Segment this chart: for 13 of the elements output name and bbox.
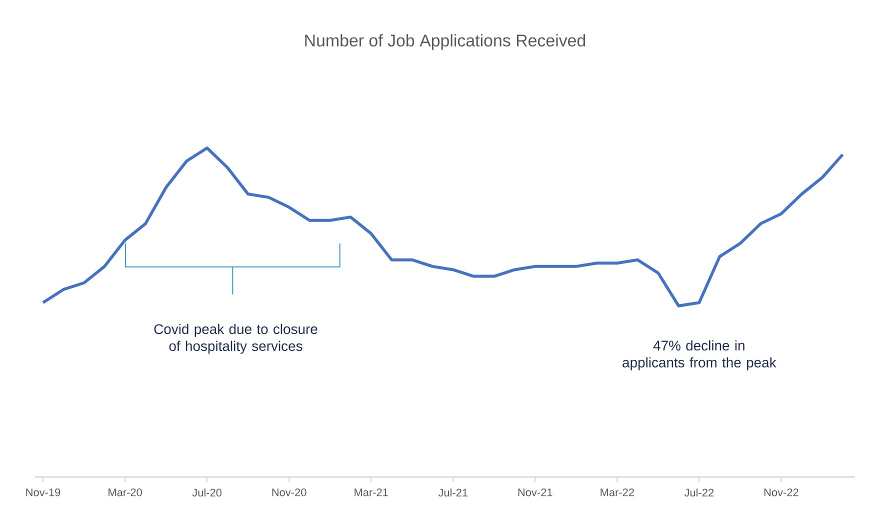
annotation: 47% decline in applicants from the peak bbox=[622, 340, 776, 370]
x-tick-label: Jul-22 bbox=[684, 488, 714, 497]
x-tick-label: Jul-21 bbox=[438, 488, 468, 497]
x-tick-label: Nov-20 bbox=[272, 488, 306, 496]
x-tick-label: Nov-19 bbox=[26, 488, 60, 496]
annotation: Covid peak due to closure of hospitality services bbox=[154, 324, 318, 354]
x-tick-label: Mar-21 bbox=[354, 488, 388, 496]
x-tick-label: Mar-20 bbox=[108, 488, 142, 496]
x-tick-label: Mar-22 bbox=[600, 488, 634, 496]
x-tick-label: Nov-21 bbox=[518, 488, 552, 496]
chart-title: Number of Job Applications Received bbox=[305, 34, 586, 50]
x-tick-label: Nov-22 bbox=[764, 488, 798, 496]
x-tick-label: Jul-20 bbox=[192, 488, 222, 497]
